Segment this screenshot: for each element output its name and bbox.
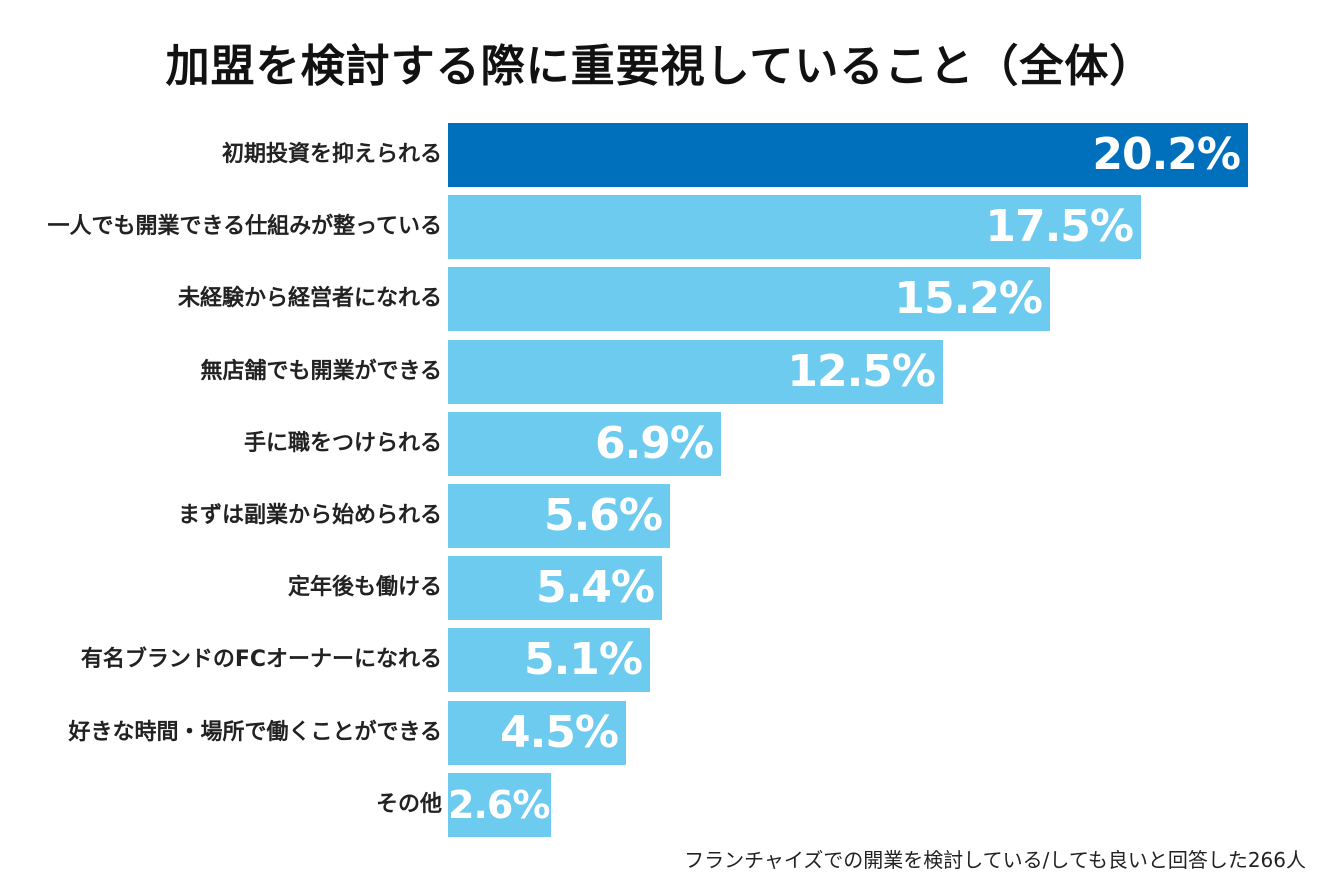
category-label: 好きな時間・場所で働くことができる (68, 719, 442, 745)
bar-value-label: 5.1% (523, 634, 643, 686)
bar (448, 411, 721, 476)
category-label: 無店舗でも開業ができる (200, 358, 442, 384)
category-label: 初期投資を抑えられる (221, 142, 442, 167)
category-label: 有名ブランドのFCオーナーになれる (80, 647, 442, 673)
bar (448, 195, 1141, 260)
category-label: 定年後も働ける (287, 575, 442, 601)
category-label: 手に職をつけられる (243, 430, 442, 456)
bar-value-label: 6.9% (594, 417, 714, 469)
bar (448, 484, 670, 548)
chart-title: 加盟を検討する際に重要視していること（全体） (165, 41, 1155, 92)
bar (448, 123, 1248, 187)
bar (448, 628, 650, 693)
bar-value-label: 5.6% (543, 490, 663, 541)
bar (448, 267, 1050, 332)
chart-footnote: フランチャイズでの開業を検討している/しても良いと回答した266人 (684, 848, 1306, 872)
bar (448, 339, 943, 404)
bar (448, 700, 626, 765)
bar (448, 772, 551, 837)
category-label: その他 (375, 791, 442, 817)
category-label: 未経験から経営者になれる (177, 286, 442, 312)
bar (448, 556, 662, 621)
bar-value-label: 15.2% (894, 273, 1043, 325)
bar-value-label: 12.5% (787, 345, 936, 397)
category-label: 一人でも開業できる仕組みが整っている (47, 214, 442, 240)
bar-value-label: 20.2% (1092, 129, 1241, 180)
bar-value-label: 2.6% (448, 782, 550, 827)
bar-value-label: 17.5% (985, 201, 1134, 253)
category-label: まずは副業から始められる (177, 503, 442, 528)
bar-value-label: 4.5% (499, 706, 619, 758)
bar-value-label: 5.4% (535, 562, 655, 614)
